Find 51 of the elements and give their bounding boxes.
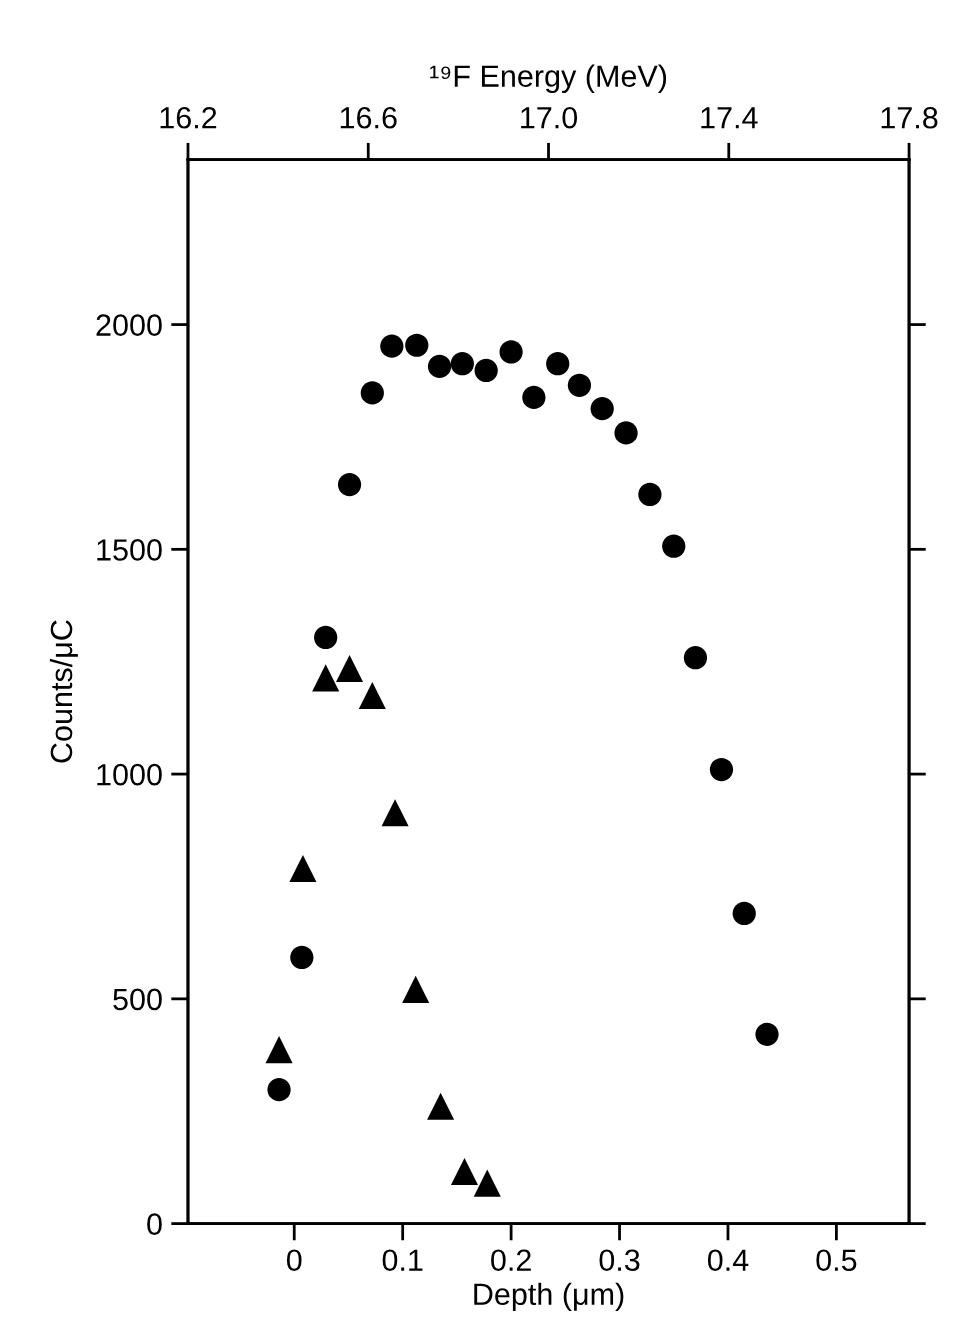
point: [405, 333, 429, 357]
x-axis-title: Depth (μm): [474, 1282, 624, 1312]
point: [267, 1078, 291, 1102]
y-tick-label: 2000: [96, 314, 162, 336]
point: [427, 1092, 455, 1120]
point: [360, 381, 384, 405]
point: [614, 421, 638, 445]
point: [337, 472, 362, 497]
point: [427, 354, 452, 378]
y-tick-label: 1500: [97, 539, 162, 561]
point: [402, 975, 430, 1003]
x-tick-label: 0.5: [816, 1249, 857, 1272]
x-tick-label: 0.4: [707, 1249, 749, 1272]
x-tick-label: 0: [286, 1249, 302, 1272]
x-tick-label: 0.1: [382, 1249, 423, 1272]
x2-tick-label: 16.2: [160, 106, 217, 129]
point: [499, 340, 523, 364]
y-axis-title: Counts/μC: [49, 620, 78, 763]
y-tick-label: 0: [147, 1213, 162, 1235]
point: [265, 1036, 293, 1064]
point: [590, 397, 614, 421]
point: [312, 664, 340, 692]
point: [336, 654, 364, 682]
point: [290, 945, 314, 970]
point: [450, 1157, 479, 1185]
point: [546, 352, 570, 376]
point: [638, 482, 662, 507]
point: [289, 854, 317, 883]
x2-tick-label: 17.8: [881, 106, 938, 129]
x2-tick-label: 17.0: [521, 106, 578, 129]
point: [755, 1022, 779, 1046]
point: [314, 625, 338, 650]
x2-tick-label: 16.6: [340, 106, 397, 129]
point: [473, 1169, 501, 1197]
point: [380, 334, 404, 358]
x-tick-label: 0.3: [599, 1249, 640, 1272]
point: [450, 352, 474, 376]
point: [358, 681, 386, 709]
point: [381, 799, 409, 827]
point: [709, 757, 734, 782]
point: [474, 358, 498, 383]
y-tick-label: 1000: [97, 763, 162, 786]
x2-tick-label: 17.4: [701, 107, 758, 129]
point: [522, 385, 546, 410]
x-tick-label: 0.2: [491, 1249, 531, 1272]
point: [662, 534, 686, 558]
y-tick-label: 500: [113, 988, 162, 1011]
point: [732, 901, 756, 926]
point: [683, 646, 708, 670]
point: [567, 373, 592, 397]
x2-axis-title: ¹⁹F Energy (MeV): [430, 64, 667, 94]
